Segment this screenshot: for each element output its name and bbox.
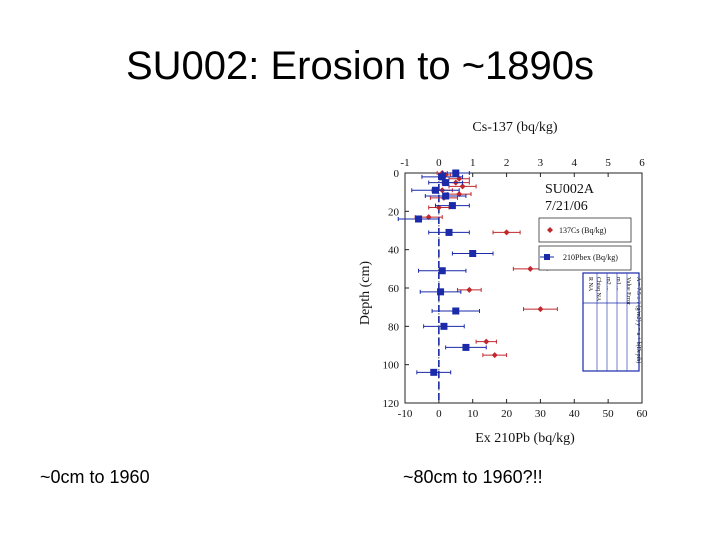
bottom-axis-tick-label: 60 — [637, 408, 649, 420]
pb210-point — [431, 186, 439, 194]
pb210-point — [469, 250, 477, 257]
chart-svg: Cs-137 (bq/kg) Ex 210Pb (bq/kg) Depth (c… — [358, 120, 649, 446]
cs137-point — [491, 352, 498, 359]
inset-fit-table: A = 7.5 ± ? (g/m2) y = a + b(Depth) Valu… — [582, 272, 642, 372]
bottom-axis-tick-label: 0 — [436, 408, 442, 420]
data-layer — [397, 169, 558, 376]
top-axis-tick-label: 3 — [538, 157, 544, 169]
legend-box-cs — [538, 217, 632, 243]
cs137-point — [483, 338, 490, 345]
y-axis-tick-label: 100 — [383, 360, 400, 372]
top-axis-tick-label: 4 — [572, 157, 578, 169]
top-axis-tick-label: 2 — [504, 157, 510, 169]
bottom-axis-tick-label: 40 — [569, 408, 581, 420]
chart-title: SU002A — [545, 182, 595, 197]
bottom-axis-label: Ex 210Pb (bq/kg) — [475, 431, 575, 446]
y-axis-tick-label: 120 — [383, 398, 400, 410]
caption-right: ~80cm to 1960?!! — [403, 467, 543, 487]
y-axis-tick-label: 60 — [388, 283, 400, 295]
caption-left: ~0cm to 1960 — [40, 467, 150, 487]
top-axis-tick-label: 5 — [605, 157, 611, 169]
y-axis-tick-label: 0 — [394, 168, 400, 180]
inset-table-row-6: R NA — [587, 277, 593, 292]
chart-subtitle: 7/21/06 — [545, 199, 588, 214]
pb210-point — [452, 169, 460, 177]
bottom-axis-tick-label: 10 — [467, 408, 479, 420]
y-axis-label: Depth (cm) — [358, 261, 373, 325]
cs137-point — [503, 229, 510, 236]
y-axis-tick-label: 20 — [388, 206, 400, 218]
pb210-point — [452, 307, 460, 315]
cs137-point — [537, 306, 544, 313]
bottom-axis-tick-label: 30 — [535, 408, 547, 420]
pb210-point — [442, 179, 450, 187]
inset-table-row-3: m1 ... — [615, 277, 621, 291]
pb210-point — [437, 288, 445, 296]
pb210-point — [442, 192, 450, 200]
inset-table-frame — [582, 272, 640, 372]
inset-table-row-1: A = 7.5 ± ? (g/m2) y = a + b(Depth) — [635, 277, 642, 363]
pb210-point — [445, 228, 453, 236]
top-axis-tick-label: -1 — [400, 157, 409, 169]
top-axis-tick-label: 6 — [639, 157, 645, 169]
slide-title: SU002: Erosion to ~1890s — [125, 44, 595, 88]
bottom-axis-tick-label: 20 — [501, 408, 513, 420]
pb210-point — [415, 215, 423, 223]
top-axis-label: Cs-137 (bq/kg) — [472, 120, 558, 135]
y-axis-tick-label: 40 — [388, 245, 400, 257]
legend: 137Cs (Bq/kg) 210Pbex (Bq/kg) — [538, 217, 632, 271]
inset-table-row-4: m2 ... — [605, 277, 611, 291]
pb210-point — [440, 322, 448, 330]
inset-table-row-2: Value Error — [625, 277, 631, 305]
y-axis-tick-label: 80 — [388, 321, 400, 333]
cs137-point — [466, 286, 473, 293]
legend-cs137-label: 137Cs (Bq/kg) — [559, 226, 607, 235]
bottom-axis-tick-label: -10 — [398, 408, 413, 420]
top-axis-tick-label: 0 — [436, 157, 442, 169]
pb210-point — [448, 202, 456, 210]
top-axis-tick-label: 1 — [470, 157, 476, 169]
legend-pb210-label: 210Pbex (Bq/kg) — [563, 253, 618, 262]
cs137-point — [459, 183, 466, 190]
bottom-axis-tick-label: 50 — [603, 408, 615, 420]
pb210-point — [438, 173, 446, 181]
legend-box-pb — [538, 245, 632, 271]
inset-table-row-5: Chisq NA — [595, 277, 601, 302]
legend-cs137-marker — [547, 227, 553, 233]
pb210-point — [438, 267, 446, 275]
pb210-point — [430, 368, 438, 376]
pb210-point — [462, 343, 470, 351]
cs137-point — [527, 265, 534, 272]
depth-profile-chart: Cs-137 (bq/kg) Ex 210Pb (bq/kg) Depth (c… — [355, 115, 655, 450]
